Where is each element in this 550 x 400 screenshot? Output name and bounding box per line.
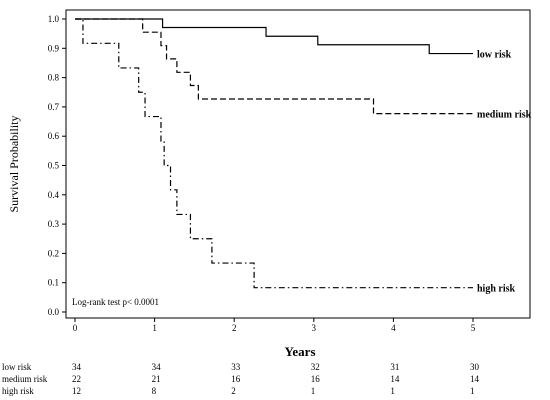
risk-count: 22 — [72, 374, 81, 384]
curve-labels: low risk medium risk high risk — [477, 50, 532, 295]
risk-count: 14 — [390, 374, 400, 384]
y-tick-label: 0.4 — [48, 190, 60, 200]
risk-count: 12 — [72, 386, 81, 396]
y-tick-label: 0.7 — [48, 102, 60, 112]
y-tick-label: 0.6 — [48, 131, 60, 141]
x-tick-label: 2 — [232, 323, 237, 333]
x-axis-ticks: 0 1 2 3 4 5 — [73, 318, 476, 333]
risk-count: 14 — [470, 374, 480, 384]
survival-curves — [75, 18, 473, 289]
x-tick-label: 5 — [471, 323, 476, 333]
plot-frame — [65, 9, 531, 319]
risk-count: 1 — [311, 386, 316, 396]
x-tick-label: 4 — [391, 323, 396, 333]
survival-curve-high-risk — [75, 18, 473, 289]
risk-count: 16 — [231, 374, 241, 384]
risk-count: 34 — [72, 362, 82, 372]
risk-count: 33 — [231, 362, 241, 372]
y-tick-label: 0.2 — [48, 248, 59, 258]
y-tick-label: 0.9 — [48, 43, 60, 53]
risk-count: 2 — [231, 386, 236, 396]
y-axis-title: Survival Probability — [7, 116, 21, 213]
y-tick-label: 0.1 — [48, 278, 59, 288]
risk-count: 31 — [390, 362, 399, 372]
survival-curve-low-risk — [75, 18, 473, 55]
risk-count: 1 — [390, 386, 395, 396]
survival-curve-medium-risk — [75, 18, 473, 115]
y-tick-label: 0.3 — [48, 219, 60, 229]
risk-count: 32 — [311, 362, 320, 372]
risk-count: 16 — [311, 374, 321, 384]
y-tick-label: 1.0 — [48, 14, 60, 24]
y-tick-label: 0.0 — [48, 307, 60, 317]
curve-label-medium-risk: medium risk — [477, 110, 532, 121]
y-tick-label: 0.5 — [48, 161, 60, 171]
risk-count: 30 — [470, 362, 480, 372]
curve-label-low-risk: low risk — [477, 50, 512, 61]
x-tick-label: 1 — [152, 323, 157, 333]
risk-row-label: medium risk — [2, 374, 48, 384]
curve-label-high-risk: high risk — [477, 284, 516, 295]
x-axis-title: Years — [284, 344, 315, 359]
log-rank-annotation: Log-rank test p< 0.0001 — [72, 297, 159, 307]
y-tick-label: 0.8 — [48, 73, 60, 83]
risk-count: 1 — [470, 386, 475, 396]
x-tick-label: 3 — [312, 323, 317, 333]
risk-row-label: low risk — [2, 362, 32, 372]
risk-count: 8 — [152, 386, 157, 396]
risk-count: 21 — [152, 374, 161, 384]
risk-row-label: high risk — [2, 386, 34, 396]
x-tick-label: 0 — [73, 323, 78, 333]
y-axis-ticks: 0.0 0.1 0.2 0.3 0.4 0.5 0.6 0.7 0.8 0.9 1.0 — [48, 14, 66, 317]
risk-count: 34 — [152, 362, 162, 372]
